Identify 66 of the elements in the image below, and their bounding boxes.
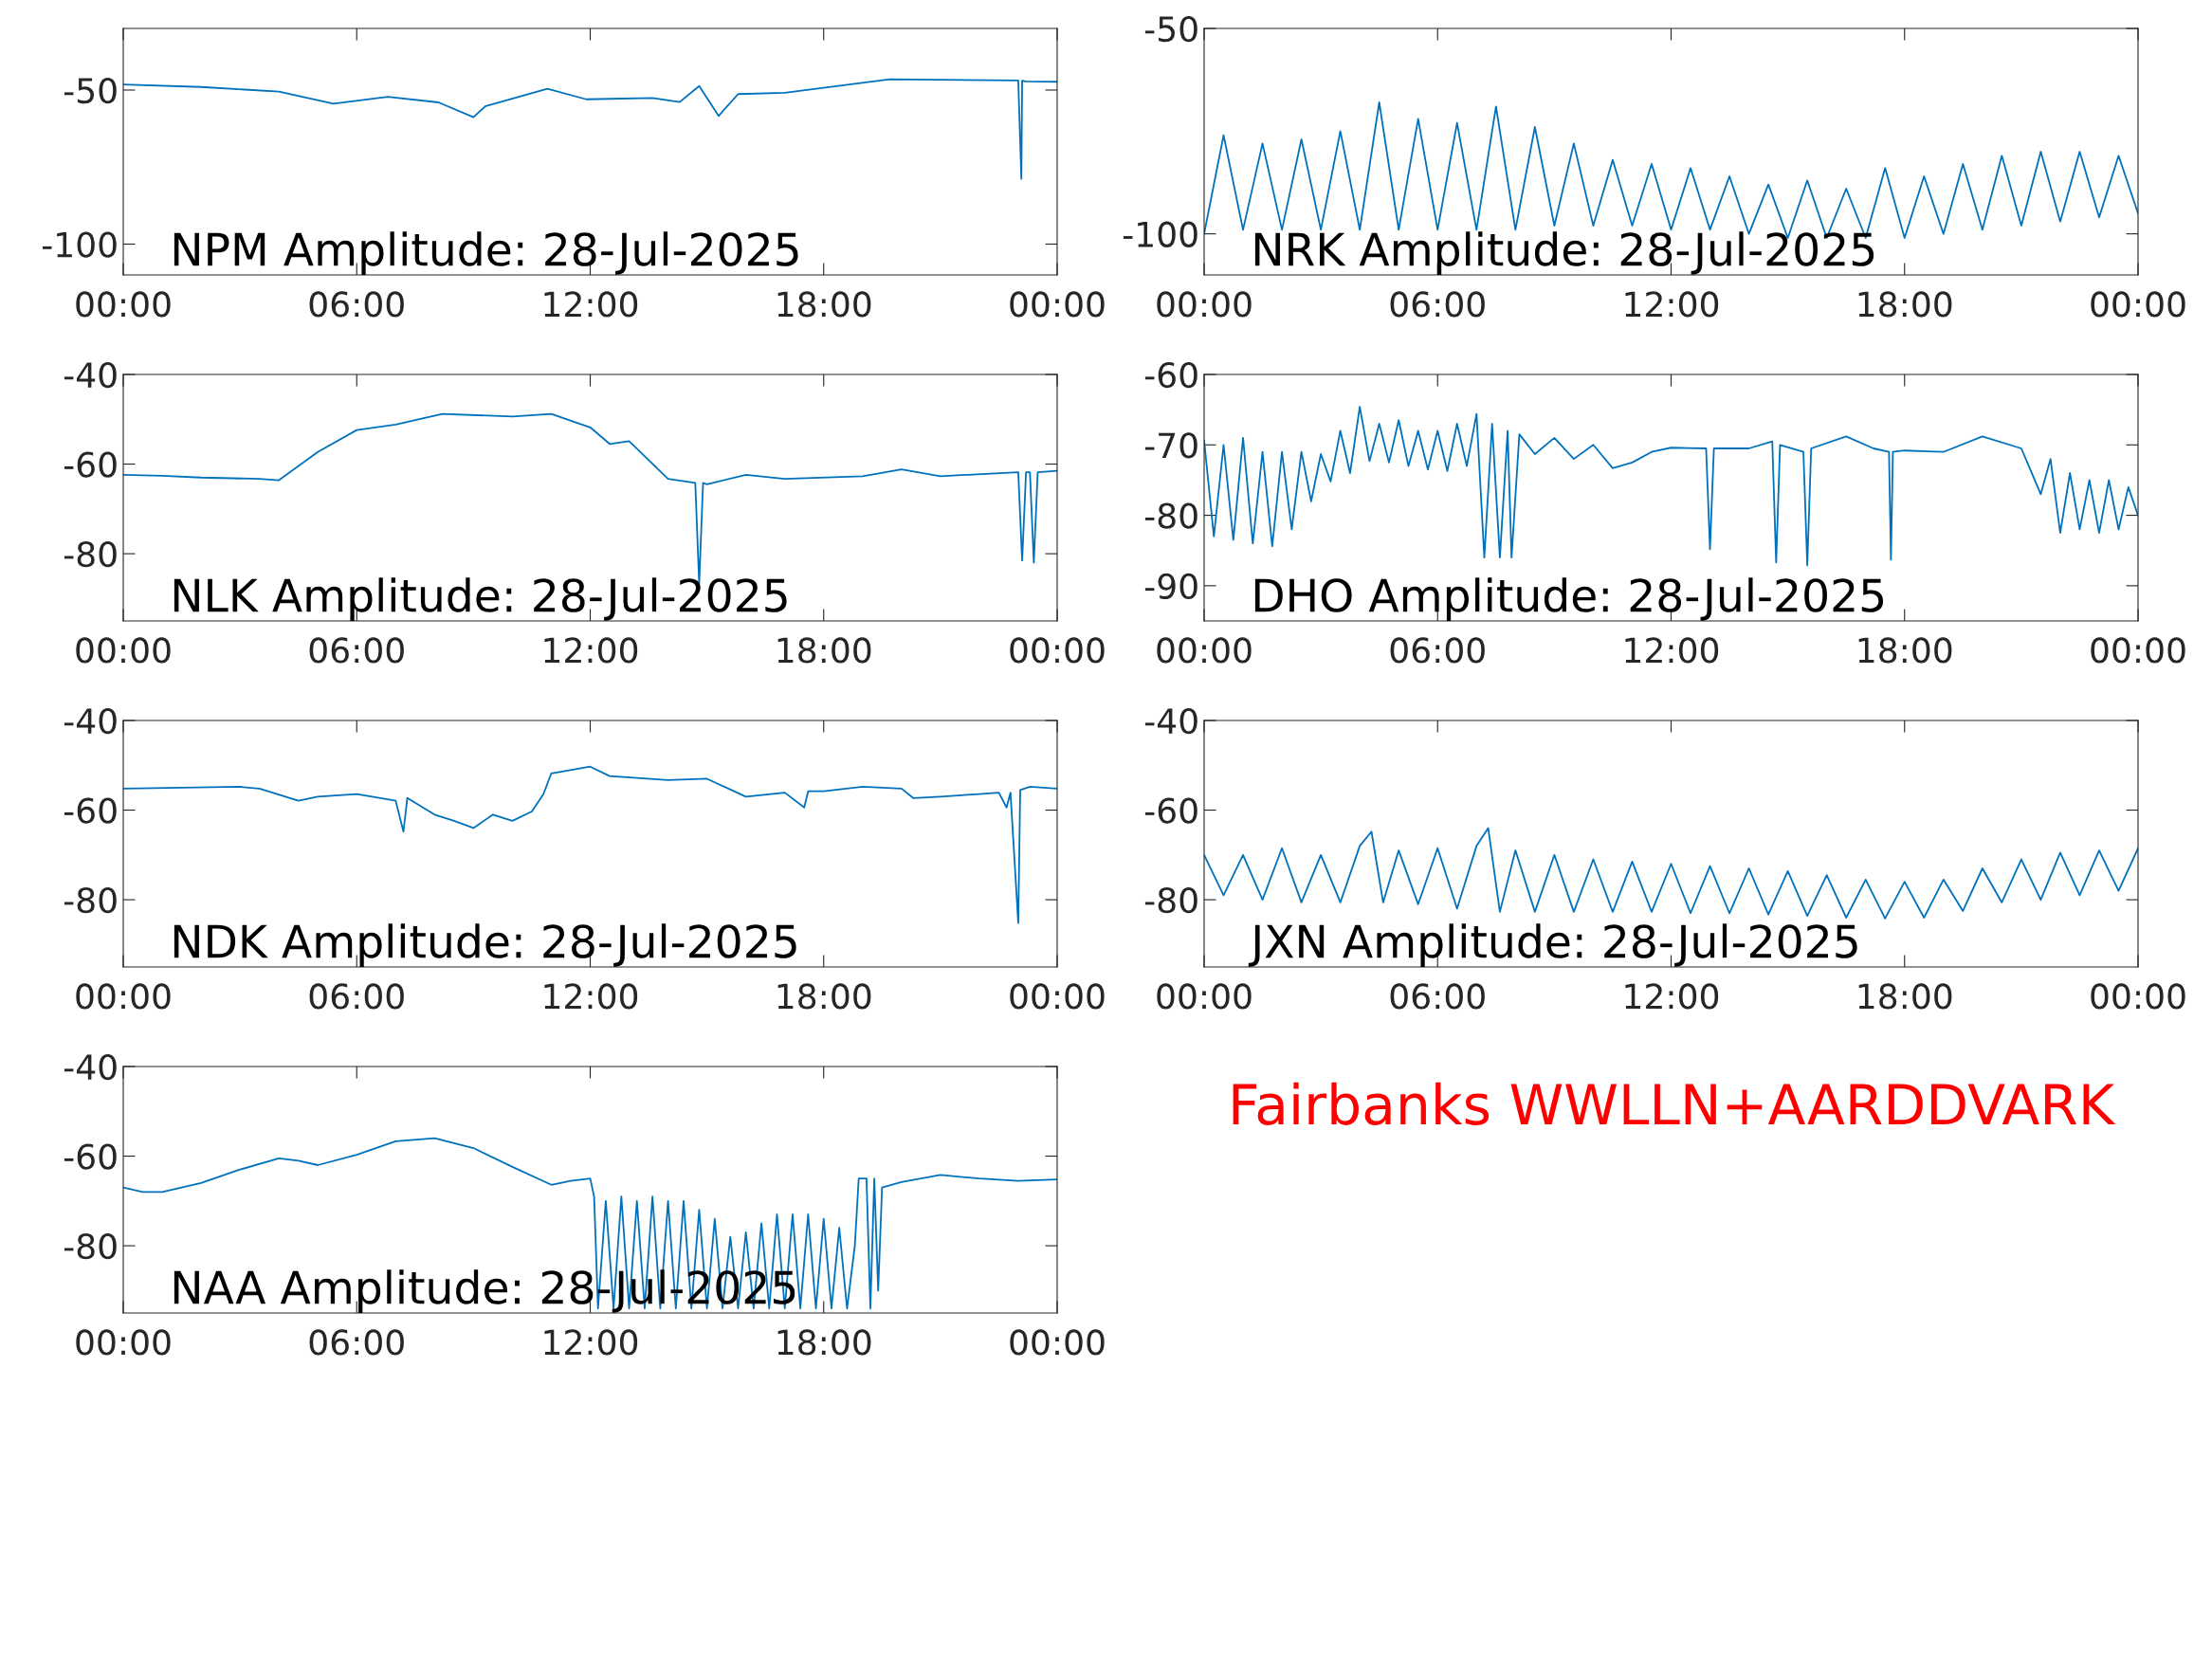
x-tick-label: 00:00 xyxy=(2091,983,2185,1010)
x-tick-label: 18:00 xyxy=(777,983,871,1010)
x-tick-label: 06:00 xyxy=(309,637,404,664)
x-tick-label: 18:00 xyxy=(777,291,871,318)
text: NPM Amplitude: 28-Jul-2025 xyxy=(174,231,798,275)
x-tick-label: 18:00 xyxy=(1858,983,1952,1010)
x-tick-label: 18:00 xyxy=(1858,637,1952,664)
x-tick-label: 12:00 xyxy=(544,1329,638,1356)
x-tick-label: 12:00 xyxy=(1625,983,1719,1010)
text: DHO Amplitude: 28-Jul-2025 xyxy=(1254,577,1884,621)
text: NDK Amplitude: 28-Jul-2025 xyxy=(174,923,796,967)
x-tick-label: 00:00 xyxy=(2091,291,2185,318)
x-tick-label: 00:00 xyxy=(76,1329,171,1356)
x-tick-label: 00:00 xyxy=(1157,637,1252,664)
x-tick-label: 00:00 xyxy=(2091,637,2185,664)
y-tick-label: -60 xyxy=(64,451,117,478)
line-series xyxy=(1204,406,2138,567)
y-tick-label: -40 xyxy=(64,707,117,735)
x-tick-label: 00:00 xyxy=(1010,983,1105,1010)
line-series xyxy=(1204,827,2138,920)
y-tick-label: -40 xyxy=(64,1053,117,1081)
y-tick-label: -40 xyxy=(64,361,117,389)
y-tick-label: -60 xyxy=(1144,361,1197,389)
x-tick-label: 06:00 xyxy=(1390,983,1485,1010)
x-tick-label: 00:00 xyxy=(76,983,171,1010)
x-tick-label: 18:00 xyxy=(777,1329,871,1356)
x-tick-label: 06:00 xyxy=(1390,291,1485,318)
y-tick-label: -100 xyxy=(42,231,117,258)
y-tick-label: -60 xyxy=(1144,797,1197,824)
y-tick-label: -80 xyxy=(1144,502,1197,529)
line-series xyxy=(123,78,1057,180)
x-tick-label: 12:00 xyxy=(544,983,638,1010)
y-tick-label: -50 xyxy=(64,77,117,104)
x-tick-label: 00:00 xyxy=(1010,637,1105,664)
x-tick-label: 00:00 xyxy=(76,291,171,318)
y-tick-label: -80 xyxy=(1144,887,1197,914)
x-tick-label: 12:00 xyxy=(544,637,638,664)
x-tick-label: 12:00 xyxy=(544,291,638,318)
y-tick-label: -80 xyxy=(64,887,117,914)
x-tick-label: 00:00 xyxy=(1010,1329,1105,1356)
line-series xyxy=(123,765,1057,924)
y-tick-label: -70 xyxy=(1144,432,1197,459)
x-tick-label: 06:00 xyxy=(309,1329,404,1356)
x-tick-label: 06:00 xyxy=(309,291,404,318)
x-tick-label: 06:00 xyxy=(1390,637,1485,664)
y-tick-label: -100 xyxy=(1123,221,1197,247)
y-tick-label: -60 xyxy=(64,1143,117,1170)
x-tick-label: 18:00 xyxy=(777,637,871,664)
y-tick-label: -60 xyxy=(64,797,117,824)
y-tick-label: -50 xyxy=(1144,15,1197,43)
y-tick-label: -80 xyxy=(64,1233,117,1260)
text: NRK Amplitude: 28-Jul-2025 xyxy=(1254,231,1874,275)
text: Fairbanks WWLLN+AARDDVARK xyxy=(1233,1082,2116,1125)
x-tick-label: 18:00 xyxy=(1858,291,1952,318)
x-tick-label: 00:00 xyxy=(76,637,171,664)
x-tick-label: 00:00 xyxy=(1157,291,1252,318)
x-tick-label: 00:00 xyxy=(1157,983,1252,1010)
text: NLK Amplitude: 28-Jul-2025 xyxy=(174,577,787,621)
x-tick-label: 12:00 xyxy=(1625,637,1719,664)
y-tick-label: -40 xyxy=(1144,707,1197,735)
y-tick-label: -80 xyxy=(64,541,117,568)
x-tick-label: 12:00 xyxy=(1625,291,1719,318)
text: JXN Amplitude: 28-Jul-2025 xyxy=(1248,923,1857,967)
y-tick-label: -90 xyxy=(1144,573,1197,600)
x-tick-label: 06:00 xyxy=(309,983,404,1010)
x-tick-label: 00:00 xyxy=(1010,291,1105,318)
